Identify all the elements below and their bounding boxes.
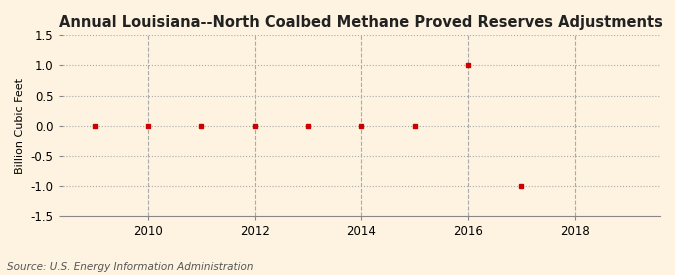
- Y-axis label: Billion Cubic Feet: Billion Cubic Feet: [15, 78, 25, 174]
- Title: Annual Louisiana--North Coalbed Methane Proved Reserves Adjustments: Annual Louisiana--North Coalbed Methane …: [59, 15, 664, 30]
- Text: Source: U.S. Energy Information Administration: Source: U.S. Energy Information Administ…: [7, 262, 253, 272]
